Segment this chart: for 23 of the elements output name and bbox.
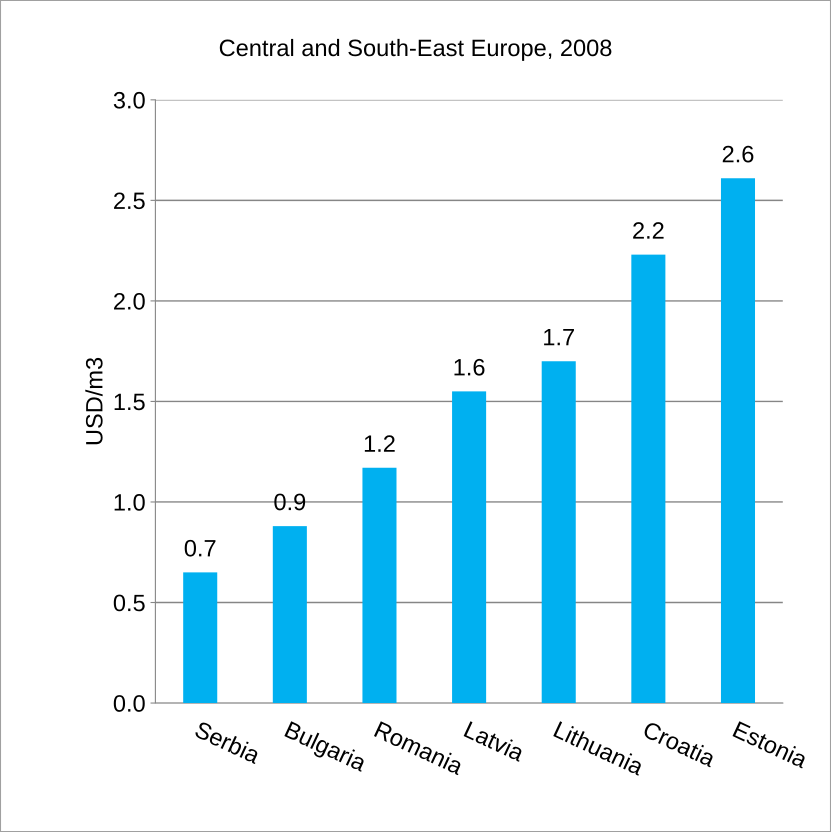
bar [272,526,307,704]
y-tick-label: 0.0 [114,695,145,712]
y-tick-label: 3.0 [114,92,145,109]
chart-title: Central and South-East Europe, 2008 [220,38,612,61]
bar [362,468,396,704]
data-label: 2.2 [633,222,664,239]
bar [631,254,666,704]
y-tick-label: 2.0 [114,292,145,310]
y-tick-label: 1.0 [114,494,145,511]
data-label: 0.7 [184,540,216,557]
y-axis-title: USD/m3 [85,358,103,444]
y-tick-label: 2.5 [114,192,145,210]
bar [542,361,576,704]
data-label: 1.7 [544,328,574,346]
y-tick-label: 1.5 [114,394,145,410]
bar [452,391,486,704]
y-tick-label: 0.5 [114,594,145,612]
data-label: 0.9 [274,494,306,510]
bar [183,572,218,704]
data-label: 1.2 [364,435,395,452]
data-label: 2.6 [722,146,754,162]
data-label: 1.6 [454,358,484,376]
bar [720,178,756,704]
